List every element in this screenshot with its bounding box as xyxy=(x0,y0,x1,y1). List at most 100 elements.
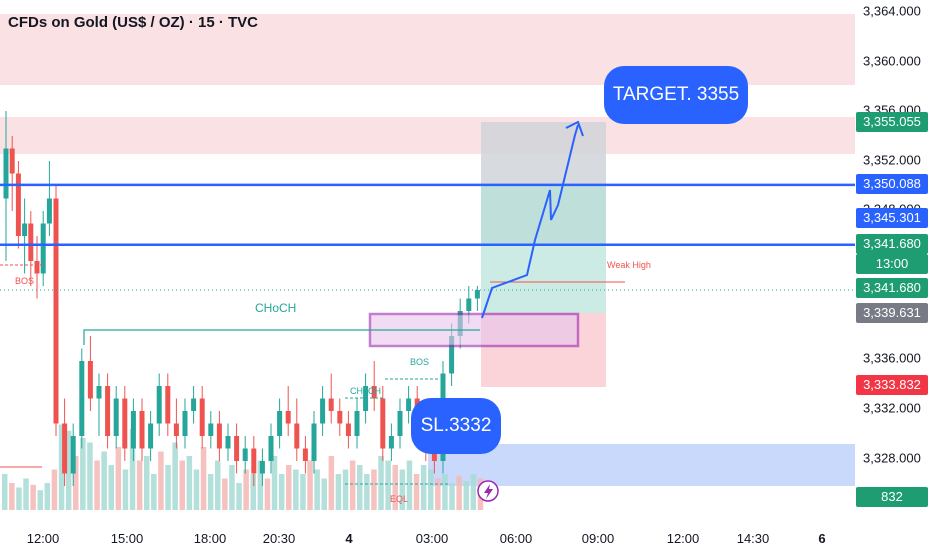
candle-body xyxy=(294,423,300,449)
candle-body xyxy=(277,411,283,436)
volume-bar xyxy=(264,478,271,510)
price-axis[interactable]: 3,364.0003,360.0003,356.0003,352.0003,34… xyxy=(855,0,932,520)
volume-bar xyxy=(179,460,185,510)
candle-body xyxy=(320,398,326,424)
candle-body xyxy=(46,198,52,224)
volume-bar xyxy=(94,460,100,510)
time-tick-label: 14:30 xyxy=(736,531,770,546)
volume-bar xyxy=(342,469,349,510)
candle-body xyxy=(388,436,394,449)
candle-body xyxy=(87,361,93,399)
volume-bar xyxy=(58,424,65,510)
price-badge: 13:00 xyxy=(856,254,928,274)
volume-bar xyxy=(229,465,235,510)
price-badge: 3,333.832 xyxy=(856,375,928,395)
volume-bar xyxy=(236,483,242,510)
candle-body xyxy=(62,423,68,474)
volume-bar xyxy=(73,456,79,510)
candle-body xyxy=(53,198,59,424)
candle-body xyxy=(474,290,480,299)
time-axis[interactable]: 12:00 15:00 18:00 20:30 4 03:00 06:00 09:00 12:0… xyxy=(0,520,855,550)
candle-body xyxy=(165,386,171,424)
candle-body xyxy=(225,436,231,449)
price-badge: 3,345.301 xyxy=(856,208,928,228)
choch-label: CHoCH xyxy=(255,301,296,315)
volume-bar xyxy=(456,475,462,510)
volume-bar xyxy=(463,481,469,510)
volume-bar xyxy=(108,465,114,510)
price-badge: 3,350.088 xyxy=(856,174,928,194)
candle-body xyxy=(216,423,222,449)
candle-body xyxy=(79,361,85,436)
price-badge: 3,339.631 xyxy=(856,303,928,323)
volume-bar xyxy=(250,474,256,510)
candle-body xyxy=(3,148,9,199)
time-tick-label: 03:00 xyxy=(415,531,449,546)
candle-body xyxy=(139,411,145,449)
volume-bar xyxy=(307,460,313,510)
volume-bar xyxy=(30,484,36,510)
volume-bar xyxy=(278,474,285,510)
candle-body xyxy=(173,423,179,436)
candle-body xyxy=(259,461,265,474)
candle-body xyxy=(311,423,317,461)
volume-bar xyxy=(442,474,448,510)
profit-zone xyxy=(481,186,606,313)
bos-left-label: BOS xyxy=(15,276,34,286)
time-tick-label: 15:00 xyxy=(110,531,144,546)
volume-bar xyxy=(371,469,377,510)
price-tick-label: 3,332.000 xyxy=(863,400,921,416)
candle-body xyxy=(96,386,102,399)
candle-body xyxy=(302,448,308,461)
volume-bar xyxy=(321,478,327,510)
volume-bar xyxy=(16,487,22,510)
price-tick-label: 3,360.000 xyxy=(863,53,921,69)
time-tick-label: 4 xyxy=(345,531,353,546)
volume-bar xyxy=(186,456,193,510)
volume-bar xyxy=(286,465,292,510)
volume-bar xyxy=(300,474,306,510)
volume-bar xyxy=(122,469,129,510)
candle-body xyxy=(285,411,291,424)
candle-body xyxy=(191,398,197,411)
volume-bar xyxy=(207,474,214,510)
time-tick-label: 12:00 xyxy=(26,531,60,546)
volume-bar xyxy=(364,474,370,510)
volume-bar xyxy=(136,460,143,510)
volume-bar xyxy=(215,460,221,510)
volume-bar xyxy=(335,474,342,510)
volume-bar xyxy=(328,456,335,510)
candle-body xyxy=(449,336,455,374)
candle-body xyxy=(397,411,403,436)
candle-body xyxy=(105,386,111,436)
volume-bar xyxy=(243,469,249,510)
demand-zone xyxy=(428,444,855,486)
candle-body xyxy=(380,398,386,449)
price-badge: 3,341.680 xyxy=(856,234,928,254)
time-tick-label: 12:00 xyxy=(666,531,700,546)
volume-bar xyxy=(23,478,29,510)
price-tick-label: 3,364.000 xyxy=(863,3,921,19)
projected-path xyxy=(481,124,579,319)
candle-body xyxy=(199,398,205,436)
choch-line xyxy=(83,329,480,345)
volume-bar xyxy=(37,490,43,510)
candle-body xyxy=(345,423,351,436)
volume-bar xyxy=(101,451,107,510)
volume-bar xyxy=(200,447,207,510)
candle-body xyxy=(234,436,240,461)
volume-bar xyxy=(470,474,477,510)
candle-body xyxy=(208,423,214,436)
volume-bar xyxy=(51,469,58,510)
volume-bar xyxy=(357,465,363,510)
price-tick-label: 3,352.000 xyxy=(863,152,921,168)
stop-loss-label: SL.3332 xyxy=(411,398,501,454)
price-badge: 3,341.680 xyxy=(856,278,928,298)
candle-body xyxy=(40,223,46,274)
target-label: TARGET. 3355 xyxy=(604,66,748,124)
volume-bar xyxy=(9,483,15,510)
volume-bar xyxy=(271,456,278,510)
volume-bar xyxy=(129,429,136,510)
volume-bar xyxy=(165,465,171,510)
volume-bar xyxy=(392,465,398,510)
